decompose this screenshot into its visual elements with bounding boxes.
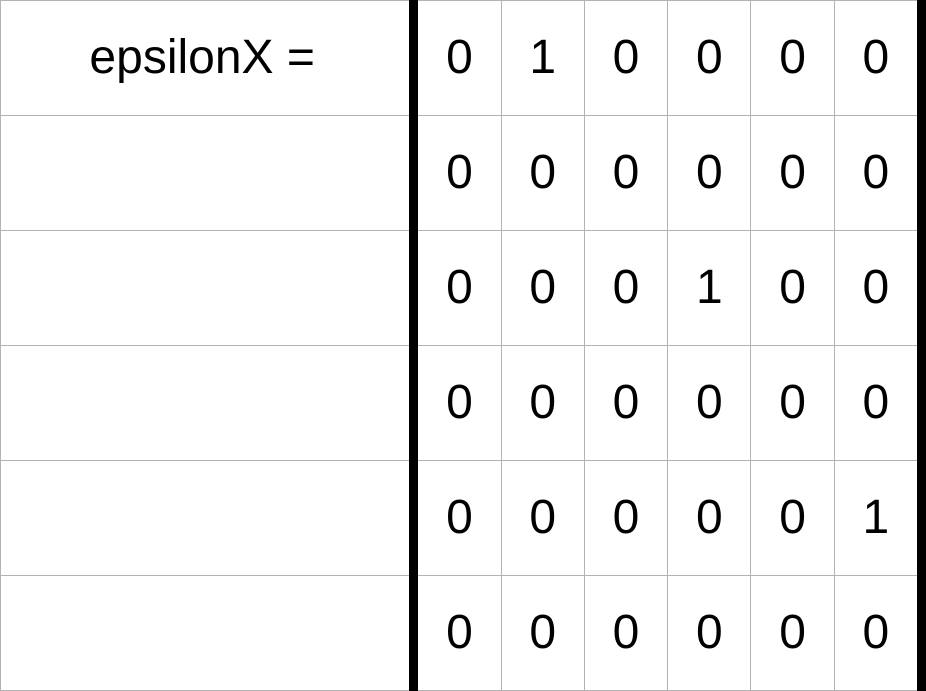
matrix-cell[interactable]: 0 [833,0,926,116]
matrix-cell[interactable]: 0 [750,230,835,346]
matrix-cell[interactable]: 0 [833,230,926,346]
matrix-cell[interactable]: 0 [409,345,502,461]
matrix-row: 0 0 0 1 0 0 [0,230,926,346]
matrix-cell[interactable]: 0 [667,460,752,576]
matrix-cell[interactable]: 0 [500,460,585,576]
matrix-cell[interactable]: 0 [750,345,835,461]
matrix-cell[interactable]: 0 [833,115,926,231]
matrix-cell[interactable]: 0 [583,115,669,231]
matrix-cell[interactable]: 0 [409,575,502,691]
empty-label-cell[interactable] [0,460,415,576]
matrix-row: epsilonX = 0 1 0 0 0 0 [0,0,926,116]
matrix-row: 0 0 0 0 0 0 [0,115,926,231]
matrix-cell[interactable]: 0 [750,460,835,576]
matrix-cell[interactable]: 0 [409,115,502,231]
matrix-cell[interactable]: 0 [833,575,926,691]
empty-label-cell[interactable] [0,345,415,461]
matrix-cell[interactable]: 0 [750,0,835,116]
matrix-cell[interactable]: 0 [833,345,926,461]
matrix-cell[interactable]: 0 [667,115,752,231]
matrix-cell[interactable]: 0 [583,0,669,116]
matrix-cell[interactable]: 0 [500,575,585,691]
matrix-cell[interactable]: 0 [750,115,835,231]
matrix-cell[interactable]: 1 [667,230,752,346]
matrix-cell[interactable]: 1 [500,0,585,116]
matrix-cell[interactable]: 0 [500,230,585,346]
matrix-cell[interactable]: 1 [833,460,926,576]
matrix-cell[interactable]: 0 [667,575,752,691]
matrix-cell[interactable]: 0 [583,230,669,346]
empty-label-cell[interactable] [0,575,415,691]
matrix-cell[interactable]: 0 [409,0,502,116]
empty-label-cell[interactable] [0,115,415,231]
matrix-cell[interactable]: 0 [667,0,752,116]
matrix-cell[interactable]: 0 [409,230,502,346]
matrix-cell[interactable]: 0 [500,345,585,461]
matrix-row: 0 0 0 0 0 0 [0,575,926,691]
matrix-row: 0 0 0 0 0 1 [0,460,926,576]
matrix-cell[interactable]: 0 [583,460,669,576]
matrix-cell[interactable]: 0 [583,575,669,691]
matrix-cell[interactable]: 0 [750,575,835,691]
empty-label-cell[interactable] [0,230,415,346]
matrix-cell[interactable]: 0 [409,460,502,576]
matrix-cell[interactable]: 0 [500,115,585,231]
matrix-label[interactable]: epsilonX = [0,0,415,116]
matrix-cell[interactable]: 0 [667,345,752,461]
matrix-cell[interactable]: 0 [583,345,669,461]
matrix-row: 0 0 0 0 0 0 [0,345,926,461]
